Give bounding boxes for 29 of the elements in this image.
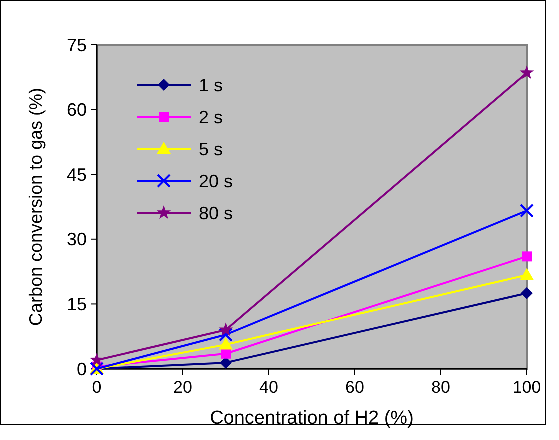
point [218, 322, 234, 336]
point [219, 328, 233, 342]
x-tick-label: 0 [92, 378, 102, 397]
x-tick-label: 40 [260, 378, 278, 397]
legend-label: 5 s [199, 139, 224, 160]
y-tick-label: 15 [66, 294, 87, 314]
x-axis-title: Concentration of H2 (%) [210, 408, 414, 429]
point [522, 252, 532, 262]
y-axis-title: Carbon conversion to gas (%) [26, 88, 46, 326]
y-tick-label: 30 [66, 230, 87, 250]
point [520, 268, 534, 280]
point [520, 66, 534, 80]
legend-label: 80 s [199, 203, 234, 224]
x-tick-label: 60 [346, 378, 364, 397]
legend-label: 20 s [199, 171, 234, 192]
point [219, 338, 233, 350]
point [520, 204, 534, 218]
legend-label: 2 s [199, 107, 224, 128]
x-tick-label: 100 [512, 378, 542, 397]
point [521, 287, 533, 300]
y-tick-label: 75 [66, 35, 87, 56]
y-tick-label: 60 [66, 100, 87, 120]
y-tick-label: 45 [66, 164, 87, 185]
x-tick-label: 80 [432, 378, 450, 397]
point [90, 352, 104, 366]
point [221, 348, 231, 359]
y-tick-label: 0 [76, 359, 87, 380]
legend-label: 1 s [199, 75, 224, 96]
x-tick-label: 20 [174, 378, 192, 397]
